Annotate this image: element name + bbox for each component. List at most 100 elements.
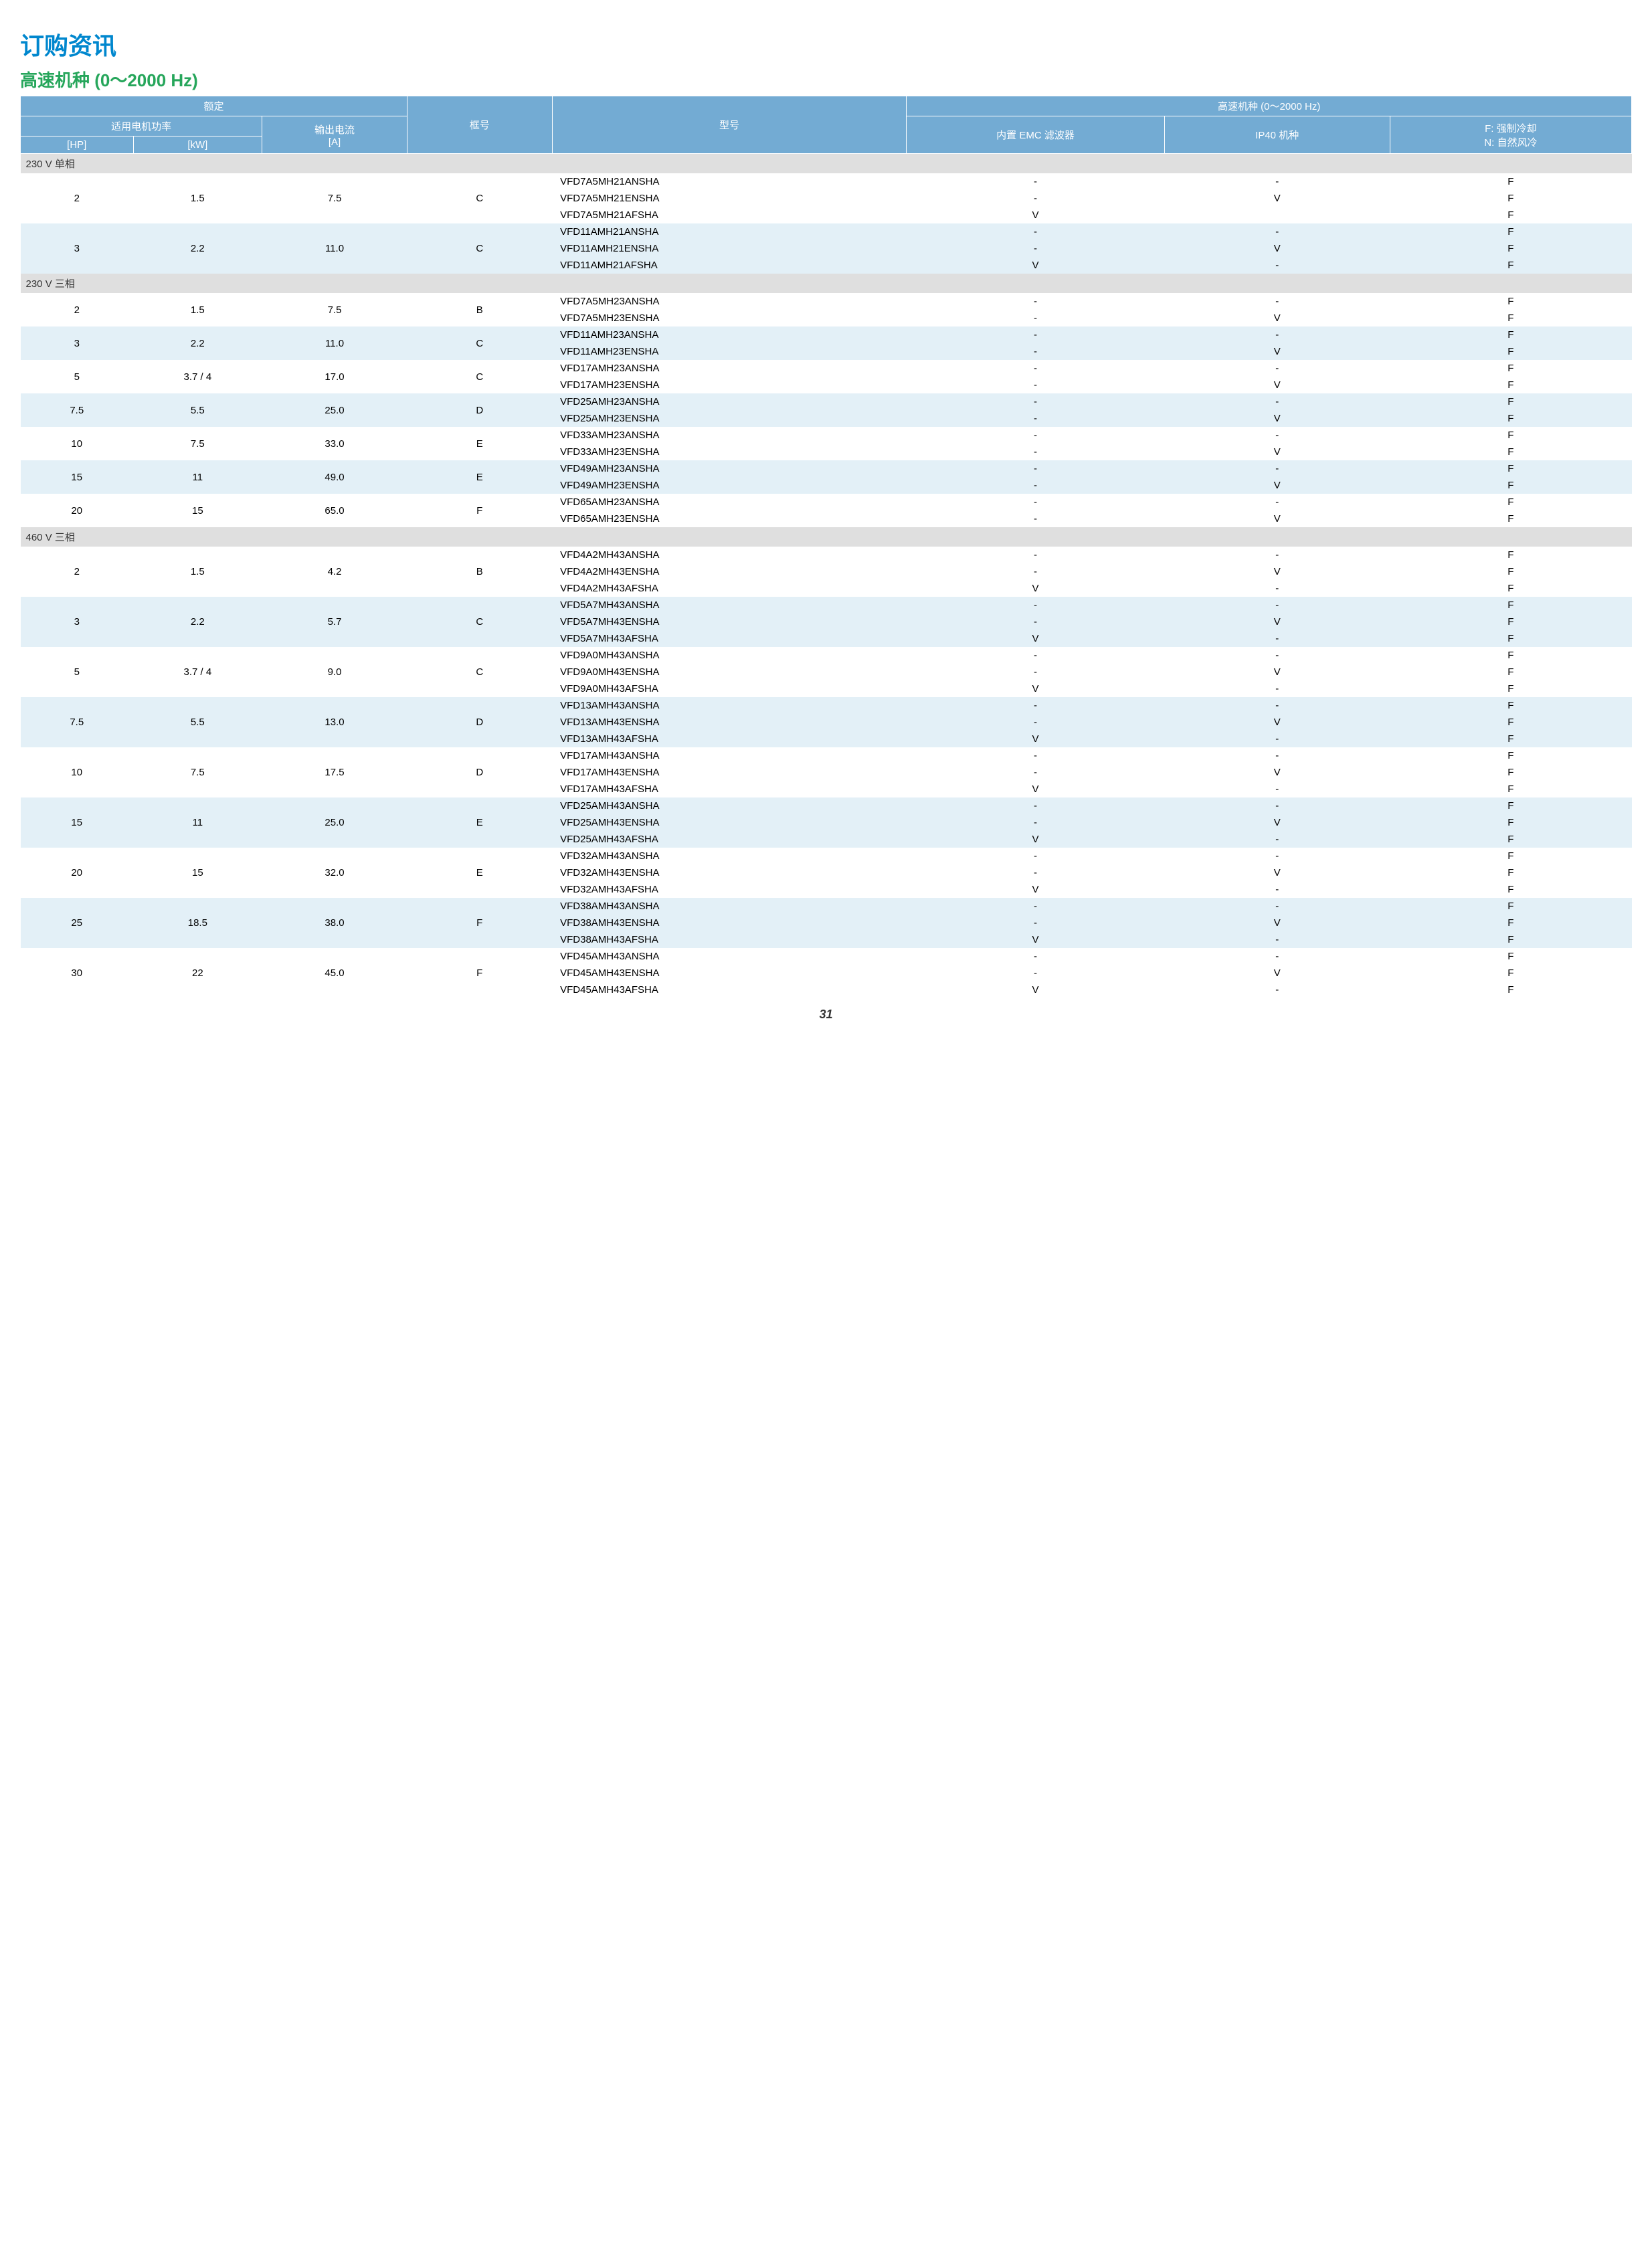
cell-hp: 15 xyxy=(21,460,134,494)
cell-cool: F xyxy=(1390,747,1631,764)
table-row: 21.54.2BVFD4A2MH43ANSHA--F xyxy=(21,547,1632,563)
cell-emc: V xyxy=(907,781,1164,797)
cell-ip40: V xyxy=(1164,444,1390,460)
cell-ip40: - xyxy=(1164,697,1390,714)
cell-ip40: - xyxy=(1164,223,1390,240)
cell-emc: - xyxy=(907,190,1164,207)
cell-emc: - xyxy=(907,293,1164,310)
cell-frame: C xyxy=(407,647,552,697)
cell-hp: 2 xyxy=(21,547,134,597)
cell-kw: 5.5 xyxy=(133,393,262,427)
cell-model: VFD9A0MH43AFSHA xyxy=(552,680,907,697)
cell-model: VFD9A0MH43ENSHA xyxy=(552,664,907,680)
cell-cool: F xyxy=(1390,410,1631,427)
cell-amp: 11.0 xyxy=(262,326,407,360)
cell-model: VFD11AMH23ANSHA xyxy=(552,326,907,343)
cell-cool: F xyxy=(1390,881,1631,898)
cell-ip40: V xyxy=(1164,477,1390,494)
table-row: 21.57.5CVFD7A5MH21ANSHA--F xyxy=(21,173,1632,190)
cell-model: VFD65AMH23ENSHA xyxy=(552,510,907,527)
table-row: 2518.538.0FVFD38AMH43ANSHA--F xyxy=(21,898,1632,915)
cell-amp: 11.0 xyxy=(262,223,407,274)
cell-ip40: - xyxy=(1164,360,1390,377)
cell-emc: - xyxy=(907,664,1164,680)
table-row: 53.7 / 49.0CVFD9A0MH43ANSHA--F xyxy=(21,647,1632,664)
cell-cool: F xyxy=(1390,207,1631,223)
cell-emc: V xyxy=(907,931,1164,948)
cell-cool: F xyxy=(1390,697,1631,714)
cell-ip40 xyxy=(1164,207,1390,223)
cell-model: VFD17AMH43ANSHA xyxy=(552,747,907,764)
cell-model: VFD9A0MH43ANSHA xyxy=(552,647,907,664)
cell-emc: - xyxy=(907,427,1164,444)
cell-hp: 2 xyxy=(21,173,134,223)
cell-ip40: - xyxy=(1164,848,1390,864)
cell-amp: 45.0 xyxy=(262,948,407,998)
cell-cool: F xyxy=(1390,223,1631,240)
cell-emc: - xyxy=(907,444,1164,460)
cell-frame: D xyxy=(407,747,552,797)
cell-ip40: - xyxy=(1164,547,1390,563)
cell-emc: V xyxy=(907,731,1164,747)
cell-kw: 18.5 xyxy=(133,898,262,948)
section-row: 460 V 三相 xyxy=(21,527,1632,547)
cell-hp: 7.5 xyxy=(21,393,134,427)
spec-table: 额定 框号 型号 高速机种 (0～2000 Hz) 适用电机功率 输出电流 [A… xyxy=(20,96,1632,998)
cell-model: VFD33AMH23ANSHA xyxy=(552,427,907,444)
cell-ip40: - xyxy=(1164,580,1390,597)
th-rated: 额定 xyxy=(21,96,407,116)
cell-amp: 38.0 xyxy=(262,898,407,948)
cell-frame: B xyxy=(407,293,552,326)
cell-cool: F xyxy=(1390,831,1631,848)
cell-cool: F xyxy=(1390,965,1631,981)
cell-model: VFD49AMH23ANSHA xyxy=(552,460,907,477)
th-cooling: F: 强制冷却 N: 自然风冷 xyxy=(1390,116,1631,154)
cell-ip40: - xyxy=(1164,948,1390,965)
cell-model: VFD38AMH43AFSHA xyxy=(552,931,907,948)
cell-model: VFD7A5MH23ENSHA xyxy=(552,310,907,326)
cell-model: VFD5A7MH43AFSHA xyxy=(552,630,907,647)
cell-emc: - xyxy=(907,848,1164,864)
cell-kw: 1.5 xyxy=(133,547,262,597)
cell-hp: 3 xyxy=(21,223,134,274)
th-frame: 框号 xyxy=(407,96,552,154)
cell-emc: - xyxy=(907,547,1164,563)
cell-cool: F xyxy=(1390,477,1631,494)
cell-cool: F xyxy=(1390,494,1631,510)
cell-kw: 1.5 xyxy=(133,293,262,326)
cell-ip40: V xyxy=(1164,915,1390,931)
cell-emc: - xyxy=(907,477,1164,494)
cell-emc: V xyxy=(907,981,1164,998)
cell-amp: 49.0 xyxy=(262,460,407,494)
cell-hp: 3 xyxy=(21,326,134,360)
cell-kw: 3.7 / 4 xyxy=(133,360,262,393)
cell-frame: F xyxy=(407,898,552,948)
cell-amp: 7.5 xyxy=(262,293,407,326)
cell-hp: 3 xyxy=(21,597,134,647)
cell-model: VFD38AMH43ENSHA xyxy=(552,915,907,931)
cell-emc: - xyxy=(907,240,1164,257)
table-row: 151149.0EVFD49AMH23ANSHA--F xyxy=(21,460,1632,477)
cell-ip40: - xyxy=(1164,781,1390,797)
cell-model: VFD45AMH43AFSHA xyxy=(552,981,907,998)
th-output-current: 输出电流 [A] xyxy=(262,116,407,154)
cell-ip40: V xyxy=(1164,764,1390,781)
th-kw: [kW] xyxy=(133,136,262,154)
table-row: 21.57.5BVFD7A5MH23ANSHA--F xyxy=(21,293,1632,310)
cell-model: VFD33AMH23ENSHA xyxy=(552,444,907,460)
cell-model: VFD17AMH43ENSHA xyxy=(552,764,907,781)
cell-ip40: V xyxy=(1164,510,1390,527)
cell-emc: V xyxy=(907,630,1164,647)
th-model: 型号 xyxy=(552,96,907,154)
cell-hp: 20 xyxy=(21,848,134,898)
cell-model: VFD25AMH23ENSHA xyxy=(552,410,907,427)
cell-emc: V xyxy=(907,680,1164,697)
cell-ip40: V xyxy=(1164,965,1390,981)
cell-model: VFD5A7MH43ANSHA xyxy=(552,597,907,614)
cell-ip40: V xyxy=(1164,664,1390,680)
cell-ip40: V xyxy=(1164,343,1390,360)
cell-hp: 7.5 xyxy=(21,697,134,747)
cell-cool: F xyxy=(1390,444,1631,460)
cell-hp: 20 xyxy=(21,494,134,527)
cell-kw: 7.5 xyxy=(133,427,262,460)
